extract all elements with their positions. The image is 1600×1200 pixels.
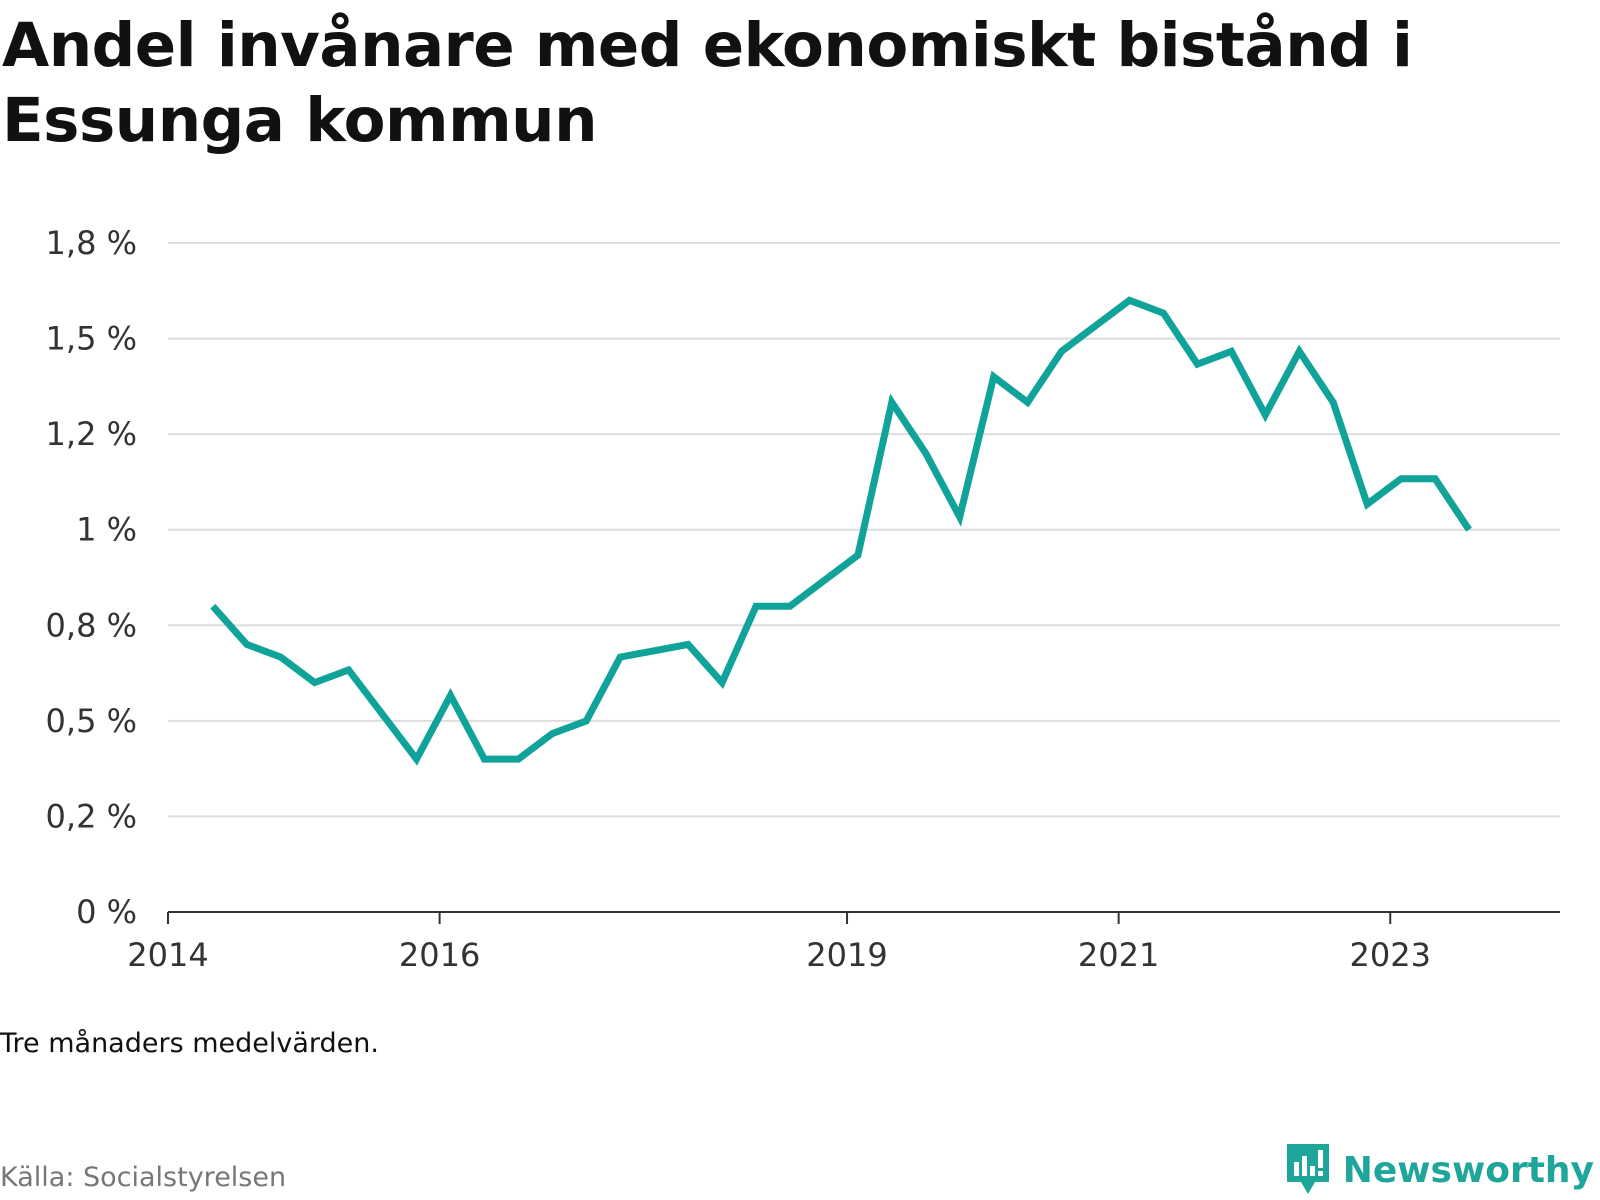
x-tick-label: 2023 [1350, 936, 1431, 974]
y-tick-label: 1,2 % [46, 415, 137, 453]
y-tick-label: 1,8 % [46, 224, 137, 262]
newsworthy-logo-icon [1286, 1144, 1329, 1194]
y-tick-label: 1 % [76, 511, 137, 549]
series-line [210, 296, 1472, 766]
gridlines [168, 242, 1560, 818]
chart-note: Tre månaders medelvärden. [0, 1028, 379, 1059]
chart-title: Andel invånare med ekonomiskt bistånd i … [2, 10, 1413, 156]
y-tick-label: 0,8 % [46, 606, 137, 644]
x-tick-label: 2019 [806, 936, 887, 974]
source-credit: Källa: Socialstyrelsen [0, 1162, 287, 1193]
y-tick-label: 1,5 % [46, 320, 137, 358]
y-tick-label: 0,2 % [46, 797, 137, 835]
x-tick-label: 2021 [1078, 936, 1159, 974]
x-axis-ticks: 2014 2016 2019 2021 2023 [127, 912, 1431, 974]
y-tick-label: 0 % [76, 893, 137, 931]
x-tick-label: 2016 [399, 936, 480, 974]
y-axis-ticks: 0 % 0,2 % 0,5 % 0,8 % 1 % 1,2 % 1,5 % 1,8 % [46, 224, 137, 931]
y-tick-label: 0,5 % [46, 702, 137, 740]
newsworthy-logo: Newsworthy [1283, 1142, 1594, 1198]
x-tick-label: 2014 [127, 936, 208, 974]
newsworthy-logo-text: Newsworthy [1342, 1149, 1594, 1191]
